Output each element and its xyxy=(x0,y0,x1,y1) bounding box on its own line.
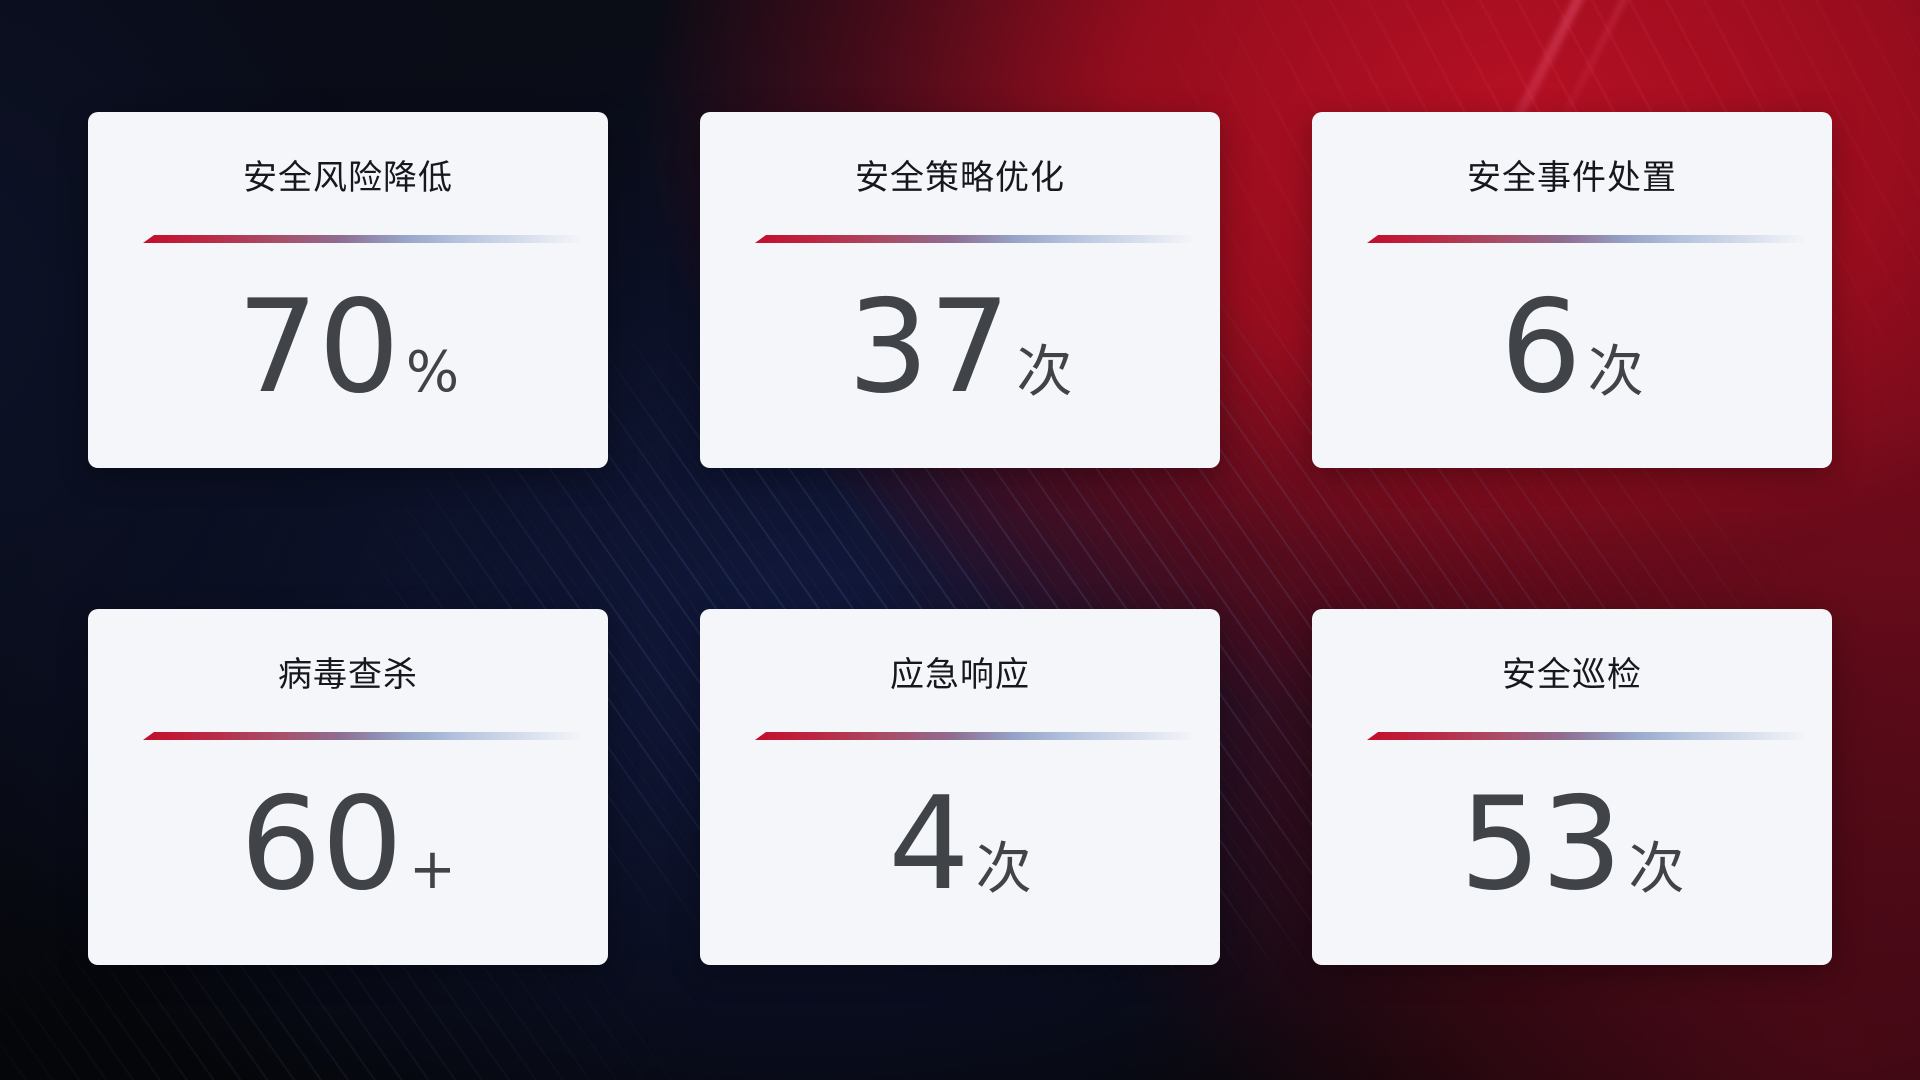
stat-value-number: 6 xyxy=(1500,273,1582,422)
stat-value: 53 次 xyxy=(1312,781,1832,909)
stat-value: 70 % xyxy=(88,284,608,412)
stat-value-suffix: 次 xyxy=(975,837,1032,902)
stat-card-security-inspection: 安全巡检 53 次 xyxy=(1312,609,1832,965)
stat-card-title: 应急响应 xyxy=(890,656,1030,694)
accent-divider xyxy=(143,732,592,740)
stat-card-incident-handling: 安全事件处置 6 次 xyxy=(1312,112,1832,468)
stat-value-number: 60 xyxy=(240,770,403,919)
stat-value: 37 次 xyxy=(700,284,1220,412)
stat-card-title: 安全巡检 xyxy=(1502,656,1642,694)
stat-value-number: 53 xyxy=(1459,770,1623,919)
stat-value: 60 + xyxy=(88,781,608,909)
accent-divider xyxy=(143,235,592,243)
stat-card-title: 病毒查杀 xyxy=(278,656,418,694)
stat-value-suffix: % xyxy=(405,340,460,405)
stat-card-emergency-response: 应急响应 4 次 xyxy=(700,609,1220,965)
stat-value-suffix: + xyxy=(408,837,456,902)
stat-value-suffix: 次 xyxy=(1016,340,1073,405)
stat-card-risk-reduction: 安全风险降低 70 % xyxy=(88,112,608,468)
stat-value-suffix: 次 xyxy=(1587,340,1644,405)
stat-card-title: 安全风险降低 xyxy=(243,159,453,197)
stat-card-policy-optimization: 安全策略优化 37 次 xyxy=(700,112,1220,468)
stat-value-number: 37 xyxy=(847,273,1011,422)
accent-divider xyxy=(1367,235,1816,243)
stat-value: 4 次 xyxy=(700,781,1220,909)
stat-card-title: 安全事件处置 xyxy=(1467,159,1677,197)
stat-value: 6 次 xyxy=(1312,284,1832,412)
stat-value-number: 4 xyxy=(888,770,970,919)
stat-value-suffix: 次 xyxy=(1628,837,1685,902)
accent-divider xyxy=(1367,732,1816,740)
stat-card-title: 安全策略优化 xyxy=(855,159,1065,197)
accent-divider xyxy=(755,732,1204,740)
stat-card-virus-scan: 病毒查杀 60 + xyxy=(88,609,608,965)
stat-value-number: 70 xyxy=(236,273,400,422)
accent-divider xyxy=(755,235,1204,243)
stat-card-grid: 安全风险降低 70 % 安全策略优化 37 次 安全事件处置 6 次 病毒查 xyxy=(88,112,1832,965)
